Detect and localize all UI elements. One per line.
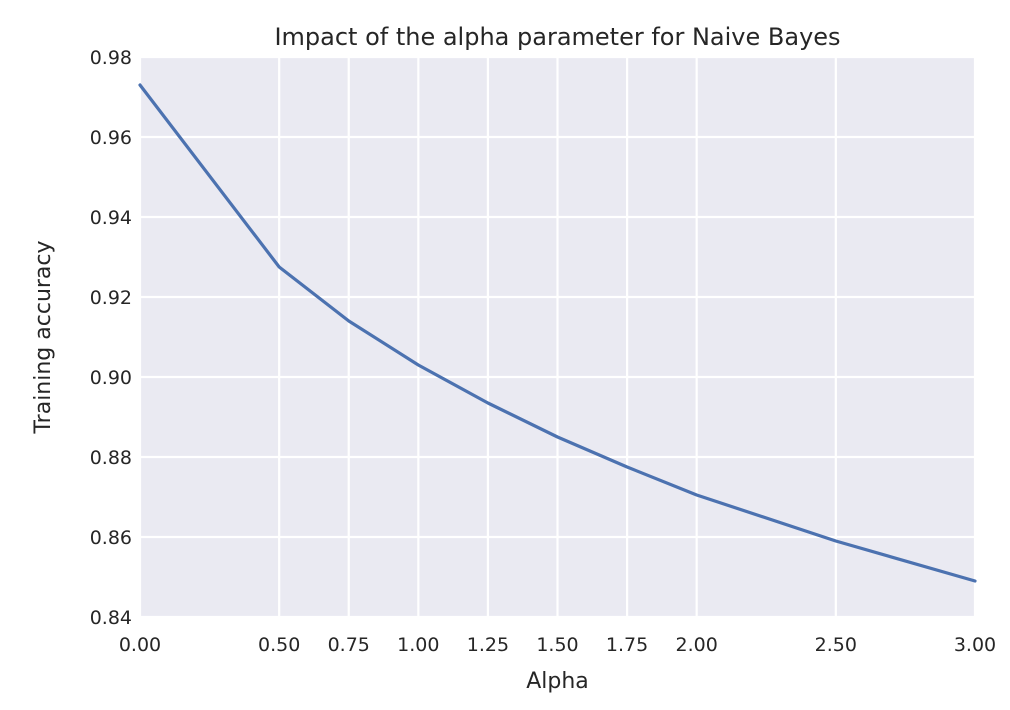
series-line bbox=[138, 83, 977, 583]
y-tick-label: 0.88 bbox=[90, 447, 132, 469]
y-tick-label: 0.98 bbox=[90, 47, 132, 69]
y-tick-label: 0.94 bbox=[90, 207, 132, 229]
series-layer bbox=[138, 83, 977, 583]
y-gridlines bbox=[140, 55, 975, 619]
x-tick-label: 2.00 bbox=[676, 634, 718, 656]
x-tick-label: 1.50 bbox=[536, 634, 578, 656]
x-tick-labels: 0.00 0.50 0.75 1.00 1.25 1.50 1.75 2.00 2.50 3.00 bbox=[119, 634, 996, 656]
x-tick-label: 0.50 bbox=[258, 634, 300, 656]
x-tick-label: 0.00 bbox=[119, 634, 161, 656]
x-tick-label: 3.00 bbox=[954, 634, 996, 656]
x-tick-label: 1.25 bbox=[467, 634, 509, 656]
y-tick-labels: 0.84 0.86 0.88 0.90 0.92 0.94 0.96 0.98 bbox=[90, 47, 132, 629]
y-tick-label: 0.86 bbox=[90, 527, 132, 549]
y-tick-label: 0.90 bbox=[90, 367, 132, 389]
y-tick-label: 0.84 bbox=[90, 607, 132, 629]
x-tick-label: 2.50 bbox=[815, 634, 857, 656]
x-gridlines bbox=[138, 57, 977, 617]
y-axis-label: Training accuracy bbox=[31, 240, 56, 434]
x-axis-label: Alpha bbox=[526, 669, 589, 694]
chart-title: Impact of the alpha parameter for Naive … bbox=[274, 23, 840, 51]
x-tick-label: 1.75 bbox=[606, 634, 648, 656]
y-tick-label: 0.96 bbox=[90, 127, 132, 149]
x-tick-label: 0.75 bbox=[328, 634, 370, 656]
x-tick-label: 1.00 bbox=[397, 634, 439, 656]
y-tick-label: 0.92 bbox=[90, 287, 132, 309]
